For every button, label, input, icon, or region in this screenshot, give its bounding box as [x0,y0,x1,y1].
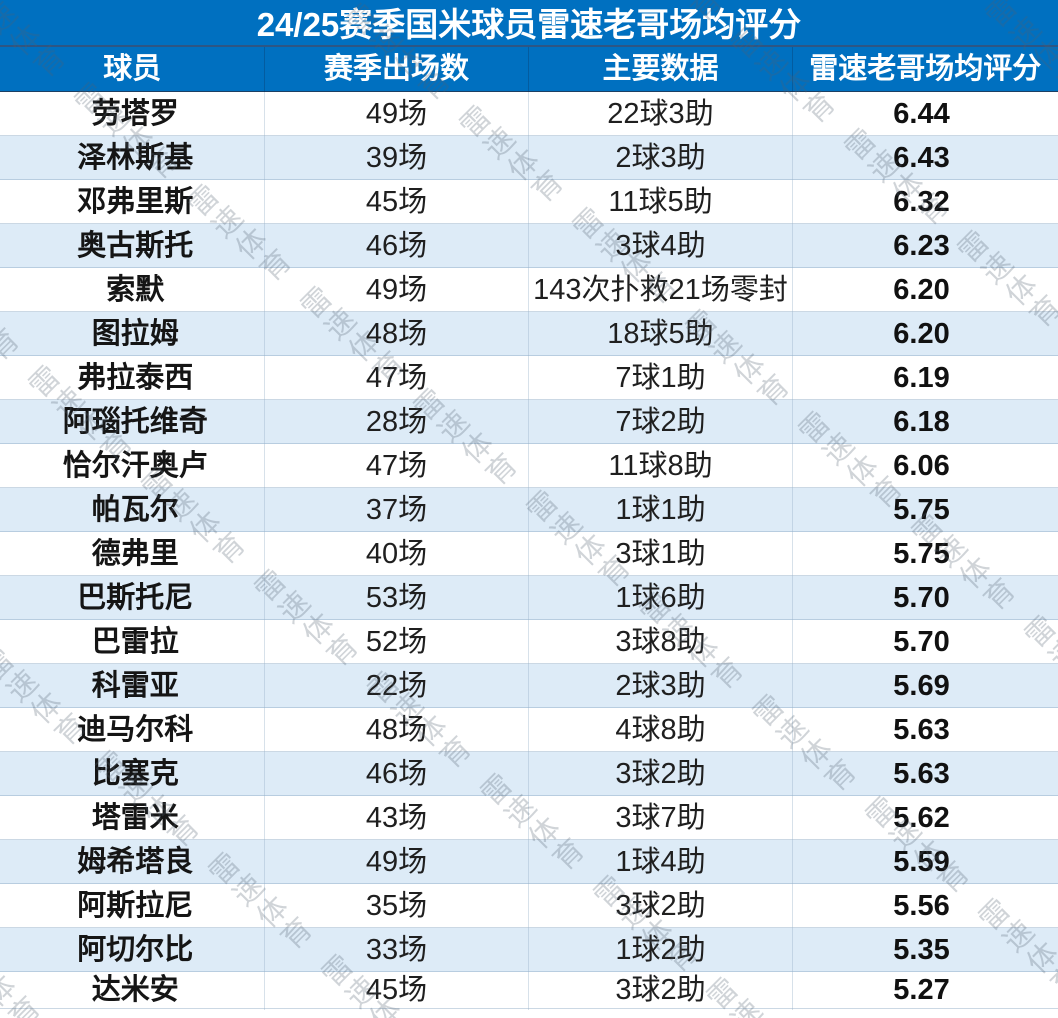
svg-text:育: 育 [388,1014,432,1018]
